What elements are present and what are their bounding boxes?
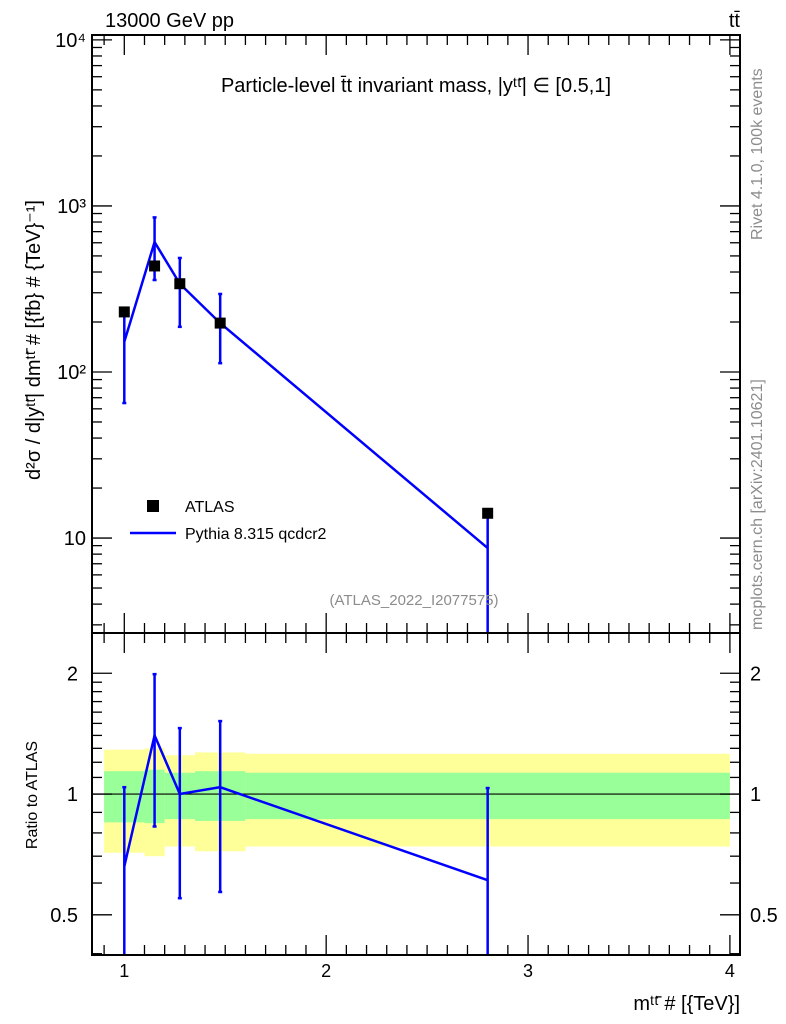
- legend-label-pythia: Pythia 8.315 qcdcr2: [185, 526, 327, 543]
- analysis-label: (ATLAS_2022_I2077575): [329, 592, 498, 609]
- chart-marks: [118, 216, 494, 955]
- ratio-y-tick-label-right: 2: [750, 663, 761, 685]
- axis-ticks: [92, 35, 740, 955]
- y-axis-title: d²σ / d|yᵗᵗ̄| dmᵗᵗ̄ # [{fb} # {TeV}⁻¹]: [23, 200, 45, 480]
- ratio-y-tick-label: 0.5: [50, 905, 78, 927]
- atlas-data-point: [118, 306, 130, 318]
- y-tick-label: 10³: [57, 196, 86, 218]
- legend: ATLAS Pythia 8.315 qcdcr2: [130, 499, 327, 543]
- atlas-data-point: [214, 317, 226, 329]
- atlas-data-point: [174, 278, 186, 290]
- x-tick-label: 2: [321, 961, 331, 981]
- ratio-y-tick-label: 2: [67, 663, 78, 685]
- x-tick-label: 4: [725, 961, 735, 981]
- plot-title: Particle-level t̄t invariant mass, |yᵗᵗ̄…: [221, 75, 611, 97]
- ratio-y-axis-title: Ratio to ATLAS: [24, 741, 41, 849]
- legend-marker-atlas: [147, 500, 159, 512]
- y-tick-label: 10⁴: [55, 30, 86, 52]
- x-axis-title: mᵗᵗ̄ # [{TeV}]: [633, 993, 740, 1015]
- ratio-plot-frame: [91, 632, 741, 956]
- legend-label-atlas: ATLAS: [185, 499, 235, 516]
- side-text-mcplots: mcplots.cern.ch [arXiv:2401.10621]: [749, 379, 766, 630]
- tick-labels: 10⁴ 10³ 10² 10 2 2 1 1 0.5 0.5 1 2 3 4: [50, 30, 778, 981]
- header-right: tt̄: [729, 10, 741, 32]
- x-tick-label: 1: [119, 961, 129, 981]
- y-tick-label: 10: [64, 528, 86, 550]
- ratio-bands: [92, 748, 740, 857]
- y-tick-label: 10²: [57, 362, 86, 384]
- ratio-y-tick-label-right: 1: [750, 784, 761, 806]
- atlas-data-point: [482, 507, 494, 519]
- header-left: 13000 GeV pp: [105, 10, 234, 32]
- ratio-y-tick-label: 1: [67, 784, 78, 806]
- x-tick-label: 3: [523, 961, 533, 981]
- side-text-rivet: Rivet 4.1.0, 100k events: [749, 68, 766, 240]
- atlas-data-point: [149, 260, 161, 272]
- ratio-y-tick-label-right: 0.5: [750, 905, 778, 927]
